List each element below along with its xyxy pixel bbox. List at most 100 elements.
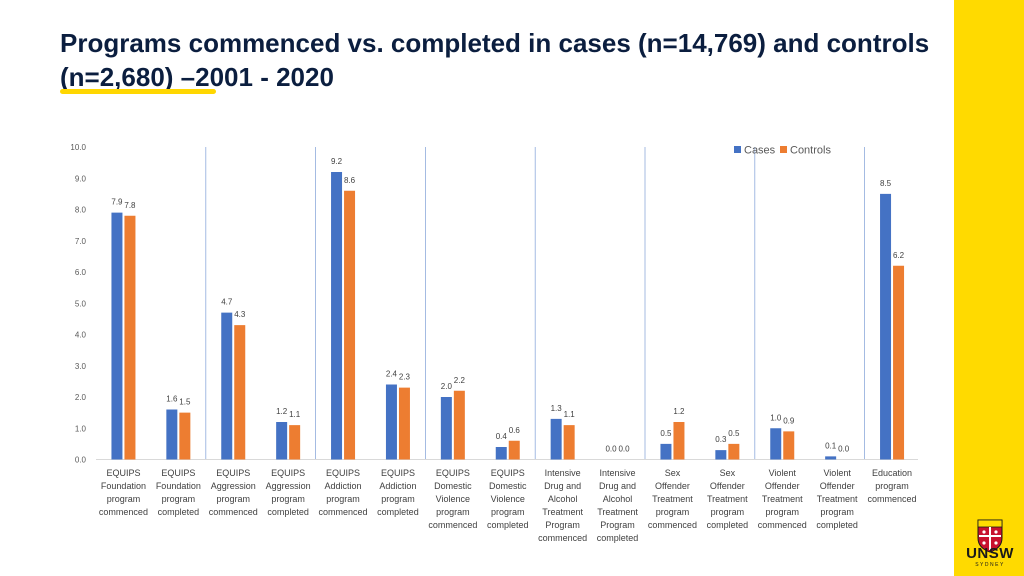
bar-value-label: 2.0 <box>441 382 453 391</box>
x-category-label: EQUIPS Addiction program completed <box>377 468 419 517</box>
legend-swatch-cases <box>734 146 741 153</box>
x-category-label: EQUIPS Foundation program commenced <box>99 468 148 517</box>
bar-value-label: 2.3 <box>399 373 411 382</box>
page-title: Programs commenced vs. completed in case… <box>60 28 930 92</box>
x-category-label: Education program commenced <box>868 468 917 504</box>
y-tick-label: 6.0 <box>75 268 87 277</box>
bar-controls <box>453 390 465 460</box>
yellow-side-band <box>954 0 1024 576</box>
bar-controls <box>563 425 575 460</box>
bar-cases <box>440 397 452 460</box>
x-category-label: Sex Offender Treatment program commenced <box>648 468 697 530</box>
bar-value-label: 0.9 <box>783 416 795 425</box>
bar-value-label: 1.1 <box>564 410 576 419</box>
bar-controls <box>728 443 740 460</box>
bar-value-label: 0.6 <box>509 426 521 435</box>
bar-value-label: 8.6 <box>344 176 356 185</box>
bar-value-label: 0.4 <box>496 432 508 441</box>
x-category-label: EQUIPS Domestic Violence program completed <box>487 468 529 530</box>
bar-value-label: 0.1 <box>825 441 837 450</box>
bar-cases <box>660 443 672 460</box>
bar-cases <box>331 172 343 460</box>
y-tick-label: 2.0 <box>75 393 87 402</box>
bar-cases <box>825 456 837 460</box>
bar-value-label: 4.3 <box>234 310 246 319</box>
bar-cases <box>221 312 233 460</box>
bar-value-label: 0.5 <box>728 429 740 438</box>
unsw-wordmark: UNSW <box>966 545 1014 562</box>
x-category-label: Intensive Drug and Alcohol Treatment Program… <box>538 468 587 543</box>
bar-cases <box>166 409 178 460</box>
group-separators <box>205 147 865 460</box>
bar-controls <box>124 215 136 460</box>
legend-label-cases: Cases <box>744 145 776 157</box>
bars <box>111 172 905 460</box>
x-category-label: Violent Offender Treatment program commenced <box>758 468 807 530</box>
title-underline <box>60 89 216 94</box>
bar-value-label: 2.4 <box>386 370 398 379</box>
x-category-label: EQUIPS Aggression program commenced <box>209 468 258 517</box>
unsw-subtitle: SYDNEY <box>975 562 1005 568</box>
y-tick-label: 1.0 <box>75 424 87 433</box>
y-tick-label: 4.0 <box>75 331 87 340</box>
bar-value-label: 8.5 <box>880 179 892 188</box>
bar-controls <box>673 422 685 460</box>
bar-value-labels: 7.9 7.81.6 1.54.74.31.2 1.19.28.62.4 2.32.02… <box>111 157 904 454</box>
x-category-label: EQUIPS Aggression program completed <box>266 468 311 517</box>
bar-value-label: 0.0 <box>605 445 617 454</box>
legend-swatch-controls <box>780 146 787 153</box>
bar-value-label: 1.3 <box>551 404 563 413</box>
bar-controls <box>289 425 301 460</box>
x-category-label: EQUIPS Foundation program completed <box>156 468 201 517</box>
bar-value-label: 9.2 <box>331 157 343 166</box>
bar-cases <box>111 212 123 460</box>
bar-controls <box>179 412 191 460</box>
bar-value-label: 6.2 <box>893 251 905 260</box>
bar-value-label: 7.8 <box>124 201 136 210</box>
bar-value-label: 0.3 <box>715 435 727 444</box>
x-category-label: Violent Offender Treatment program completed <box>816 468 858 530</box>
bar-controls <box>783 431 795 460</box>
x-category-label: EQUIPS Addiction program commenced <box>319 468 368 517</box>
y-tick-label: 9.0 <box>75 174 87 183</box>
legend-label-controls: Controls <box>790 145 831 157</box>
x-category-label: Sex Offender Treatment program completed <box>707 468 749 530</box>
bar-cases <box>276 422 288 460</box>
bar-value-label: 1.0 <box>770 413 782 422</box>
bar-cases <box>495 447 507 460</box>
y-tick-label: 0.0 <box>75 456 87 465</box>
bar-cases <box>550 418 562 460</box>
bar-value-label: 7.9 <box>111 198 123 207</box>
bar-value-label: 1.1 <box>289 410 301 419</box>
bar-controls <box>344 190 356 460</box>
y-tick-label: 3.0 <box>75 362 87 371</box>
bar-cases <box>880 193 892 460</box>
y-tick-label: 7.0 <box>75 237 87 246</box>
bar-value-label: 2.2 <box>454 376 466 385</box>
bar-value-label: 1.2 <box>673 407 685 416</box>
legend: Cases Controls <box>734 145 831 157</box>
bar-controls <box>398 387 410 460</box>
y-tick-label: 5.0 <box>75 299 87 308</box>
bar-controls <box>893 265 905 460</box>
bar-value-label: 0.5 <box>660 429 672 438</box>
bar-controls <box>508 440 520 460</box>
y-tick-label: 10.0 <box>70 143 86 152</box>
bar-value-label: 4.7 <box>221 298 233 307</box>
y-axis-ticks: 0.0 1.0 2.0 3.0 4.0 5.0 6.0 7.0 8.0 9.0 10.0 <box>70 143 86 465</box>
bar-controls <box>234 325 246 460</box>
bar-value-label: 1.5 <box>179 398 191 407</box>
bar-cases <box>385 384 397 460</box>
bar-value-label: 0.0 <box>838 445 850 454</box>
x-category-label: EQUIPS Domestic Violence program commenced <box>428 468 477 530</box>
unsw-crest-icon <box>977 519 1003 553</box>
bar-cases <box>715 450 727 460</box>
bar-cases <box>770 428 782 460</box>
bar-value-label: 1.2 <box>276 407 288 416</box>
bar-value-label: 0.0 <box>618 445 630 454</box>
bar-value-label: 1.6 <box>166 395 178 404</box>
x-category-label: Intensive Drug and Alcohol Treatment Program… <box>597 468 639 543</box>
y-tick-label: 8.0 <box>75 206 87 215</box>
